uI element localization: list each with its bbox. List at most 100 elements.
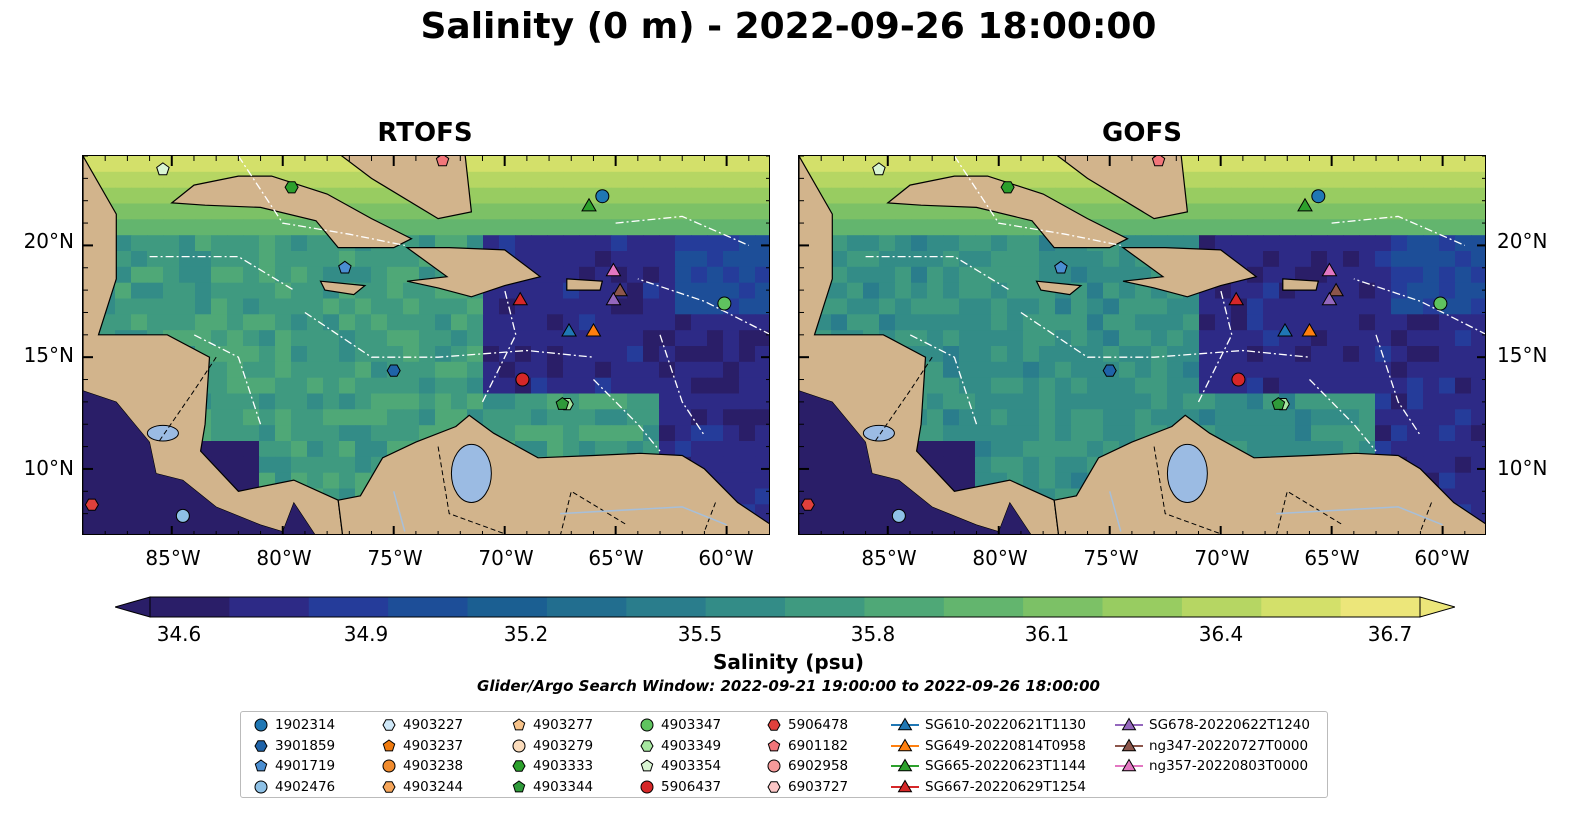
legend-hexagon-icon (640, 739, 654, 752)
river-line (1108, 491, 1122, 532)
legend-item: 1902314 (253, 715, 335, 735)
float-marker-3901859 (1102, 364, 1117, 377)
legend-hexagon-icon (767, 780, 781, 793)
legend-label: 1902314 (275, 717, 336, 733)
lon-label-65w: 65°W (588, 546, 644, 570)
lon-label-80w: 80°W (972, 546, 1028, 570)
legend-pentagon-icon (512, 718, 526, 731)
float-marker-SG667-20220629T1254 (512, 291, 529, 306)
legend-triangle-icon (1115, 738, 1143, 751)
legend-triangle-icon (891, 758, 919, 772)
legend-label: 4903238 (403, 758, 464, 774)
legend-pentagon-icon (382, 738, 396, 751)
legend-triangle-icon (891, 717, 919, 731)
lake-maracaibo (1166, 443, 1208, 503)
legend-triangle-icon (891, 738, 919, 751)
lat-label-10n-left: 10°N (23, 456, 74, 480)
float-marker-SG649-20220814T0958 (585, 322, 602, 337)
legend-item: 6901182 (766, 736, 848, 756)
float-marker-6901182 (1151, 156, 1166, 167)
colorbar-segment (467, 597, 548, 617)
map-gofs[interactable] (798, 155, 1486, 535)
legend-marker (640, 759, 654, 772)
legend-item: 4903227 (381, 715, 463, 735)
colorbar-svg (113, 596, 1457, 618)
float-marker-3901859 (386, 364, 401, 377)
float-marker-5906478 (800, 498, 815, 511)
colorbar-tick: 34.9 (343, 622, 389, 646)
legend-marker (897, 779, 913, 792)
colorbar-segment (546, 597, 627, 617)
legend-circle-icon (254, 780, 268, 793)
lon-label-70w: 70°W (478, 546, 534, 570)
map-rtofs[interactable] (82, 155, 770, 535)
cuba-land (886, 175, 1129, 249)
lon-label-75w: 75°W (1083, 546, 1139, 570)
lat-label-10n-right: 10°N (1497, 456, 1548, 480)
eez-boundary-line (149, 255, 295, 291)
legend-marker (640, 718, 654, 732)
float-marker-4901719 (338, 260, 352, 274)
float-marker-5906437 (515, 372, 530, 387)
eez-boundary-line (1375, 334, 1421, 436)
legend-label: 4903237 (403, 737, 464, 754)
jamaica-land (1035, 280, 1083, 296)
legend-marker (382, 719, 396, 731)
legend-marker (254, 759, 268, 772)
eez-boundary-line (304, 311, 594, 358)
south-america-land (337, 414, 769, 534)
south-america-land (1053, 414, 1485, 534)
float-marker-4903347 (1433, 296, 1448, 311)
legend-label: 4903344 (533, 778, 594, 795)
legend-circle-icon (640, 780, 654, 793)
legend-item: ng347-20220727T0000 (1115, 736, 1308, 756)
colorbar-extend-max (1419, 596, 1457, 618)
lat-label-20n-right: 20°N (1497, 229, 1548, 253)
panel-title-gofs: GOFS (1102, 118, 1182, 148)
legend-marker (640, 739, 654, 752)
legend-label: 5906437 (661, 778, 722, 795)
country-border-line (437, 446, 505, 534)
lat-label-20n-left: 20°N (23, 229, 74, 253)
search-window-note: Glider/Argo Search Window: 2022-09-21 19… (477, 677, 1100, 695)
country-border-line (560, 490, 627, 534)
legend-label: SG678-20220622T1240 (1149, 717, 1310, 733)
colorbar-tick: 36.7 (1367, 622, 1413, 646)
country-border-line (1153, 446, 1221, 534)
legend-item: SG610-20220621T1130 (891, 715, 1086, 735)
legend-circle-icon (512, 739, 526, 752)
float-marker-4903347 (717, 296, 732, 311)
legend-label: 4903277 (533, 717, 594, 733)
float-marker-1902314 (595, 189, 610, 204)
cuba-land (170, 175, 413, 249)
legend-item: 4903347 (639, 715, 721, 735)
map-rtofs-svg (83, 156, 769, 534)
legend-item: 4903349 (639, 736, 721, 756)
float-marker-ng357-20220803T0000 (1321, 262, 1338, 277)
legend-item: 4902476 (253, 777, 335, 797)
eez-boundary-line (865, 255, 1011, 291)
colorbar-segment (1261, 597, 1342, 617)
legend-item: SG665-20220623T1144 (891, 756, 1086, 776)
colorbar-tick: 36.1 (1024, 622, 1070, 646)
legend-item: ng357-20220803T0000 (1115, 756, 1308, 776)
pacific-water (799, 390, 1032, 534)
float-marker-SG665-20220623T1144 (581, 197, 597, 212)
colorbar-tick: 34.6 (156, 622, 202, 646)
hispaniola-land (1121, 246, 1258, 298)
legend-marker (382, 738, 396, 751)
colorbar-segment (705, 597, 786, 617)
legend-marker (767, 759, 781, 773)
legend-label: 5906478 (788, 717, 849, 733)
lake-nicaragua (862, 424, 895, 442)
legend-marker (897, 738, 913, 751)
legend-hexagon-icon (254, 739, 268, 752)
legend-marker (897, 758, 913, 772)
legend-label: 4903244 (403, 778, 464, 795)
legend-label: 6903727 (788, 778, 849, 795)
lon-label-60w: 60°W (698, 546, 754, 570)
legend-marker (767, 719, 781, 731)
colorbar-segment (864, 597, 945, 617)
legend-item: SG678-20220622T1240 (1115, 715, 1310, 735)
colorbar-segment (308, 597, 389, 617)
